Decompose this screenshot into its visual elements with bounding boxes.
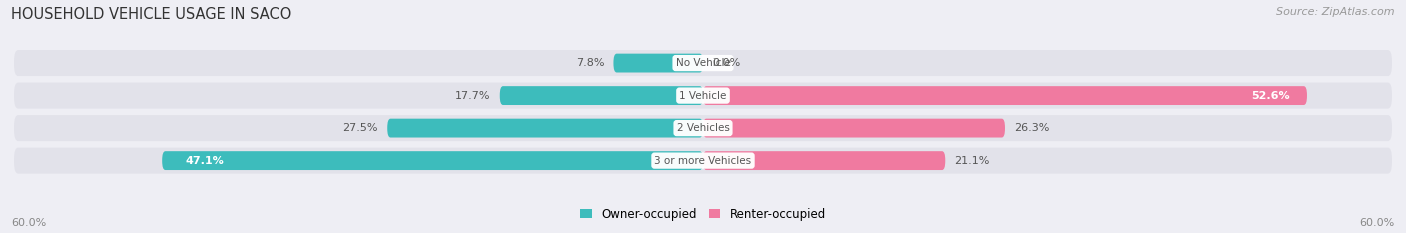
Text: 21.1%: 21.1% xyxy=(955,156,990,166)
Text: 60.0%: 60.0% xyxy=(1360,218,1395,228)
Text: 27.5%: 27.5% xyxy=(343,123,378,133)
Text: Source: ZipAtlas.com: Source: ZipAtlas.com xyxy=(1277,7,1395,17)
FancyBboxPatch shape xyxy=(703,86,1308,105)
Text: 17.7%: 17.7% xyxy=(456,91,491,101)
FancyBboxPatch shape xyxy=(14,147,1392,174)
FancyBboxPatch shape xyxy=(14,50,1392,76)
Text: 1 Vehicle: 1 Vehicle xyxy=(679,91,727,101)
FancyBboxPatch shape xyxy=(499,86,703,105)
FancyBboxPatch shape xyxy=(14,82,1392,109)
FancyBboxPatch shape xyxy=(613,54,703,72)
FancyBboxPatch shape xyxy=(703,119,1005,137)
Text: No Vehicle: No Vehicle xyxy=(675,58,731,68)
Text: 47.1%: 47.1% xyxy=(186,156,224,166)
Text: HOUSEHOLD VEHICLE USAGE IN SACO: HOUSEHOLD VEHICLE USAGE IN SACO xyxy=(11,7,291,22)
Legend: Owner-occupied, Renter-occupied: Owner-occupied, Renter-occupied xyxy=(579,208,827,221)
FancyBboxPatch shape xyxy=(387,119,703,137)
Text: 60.0%: 60.0% xyxy=(11,218,46,228)
Text: 7.8%: 7.8% xyxy=(575,58,605,68)
Text: 0.0%: 0.0% xyxy=(713,58,741,68)
FancyBboxPatch shape xyxy=(162,151,703,170)
Text: 52.6%: 52.6% xyxy=(1251,91,1289,101)
Text: 2 Vehicles: 2 Vehicles xyxy=(676,123,730,133)
FancyBboxPatch shape xyxy=(14,115,1392,141)
Text: 3 or more Vehicles: 3 or more Vehicles xyxy=(654,156,752,166)
FancyBboxPatch shape xyxy=(703,151,945,170)
Text: 26.3%: 26.3% xyxy=(1014,123,1049,133)
